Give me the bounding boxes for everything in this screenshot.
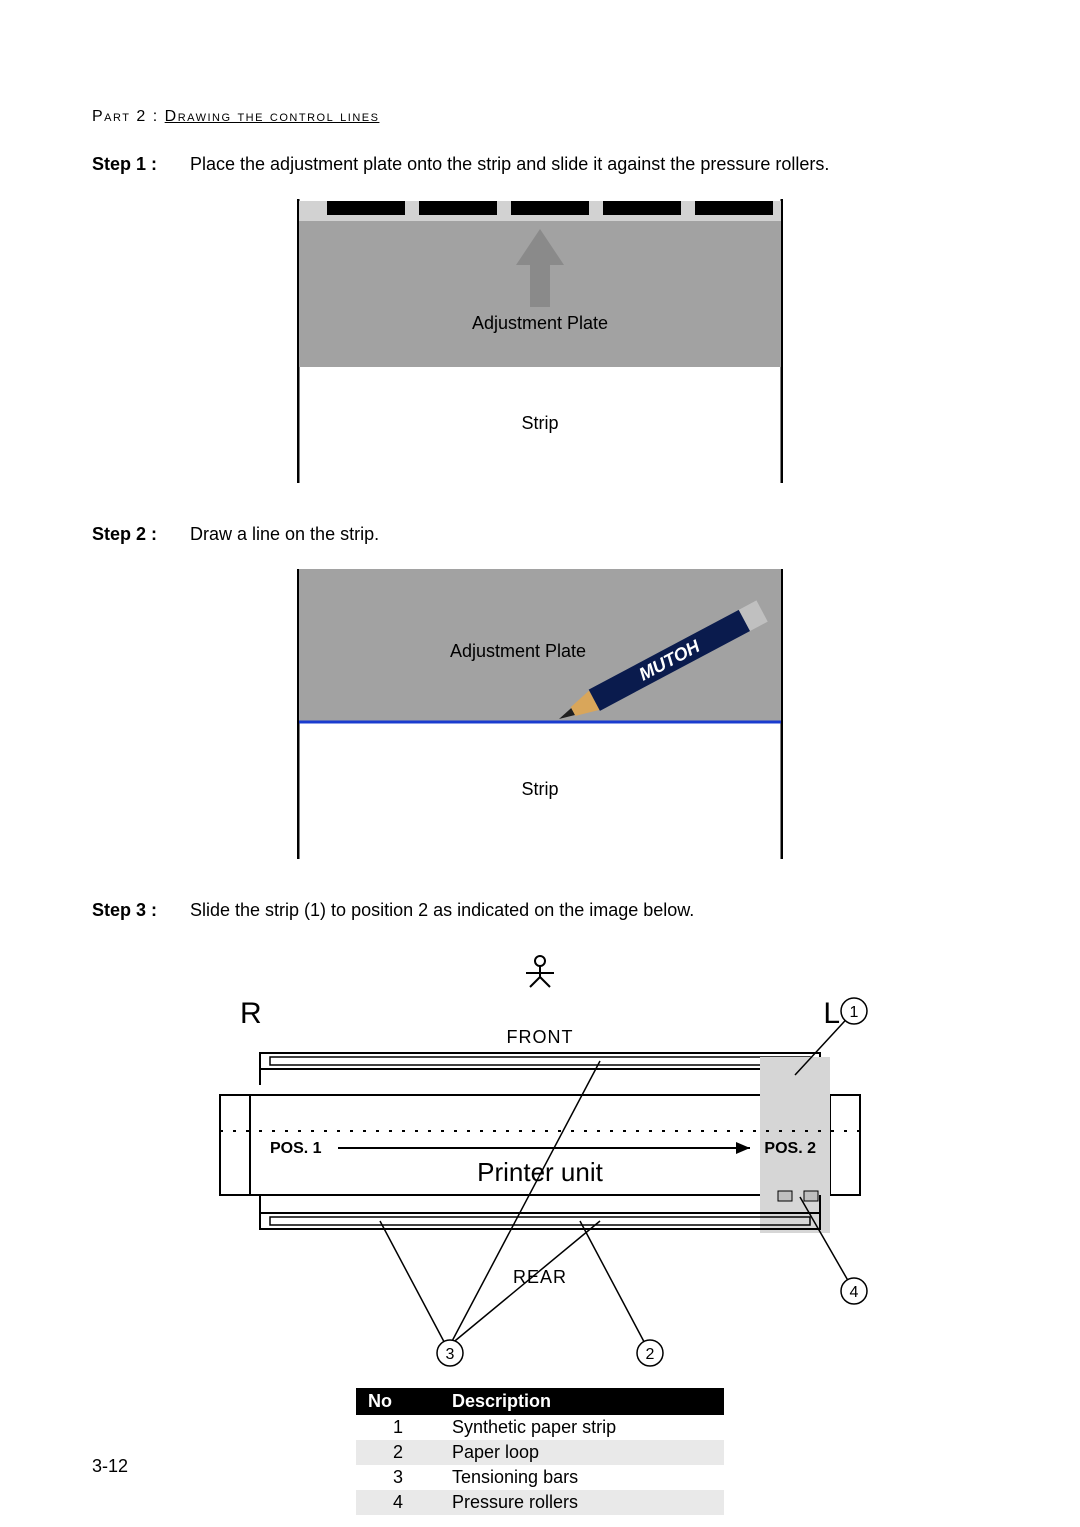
legend-row: 1 Synthetic paper strip <box>356 1415 724 1440</box>
legend-cell-desc: Synthetic paper strip <box>440 1415 724 1440</box>
legend-cell-no: 4 <box>356 1490 440 1515</box>
svg-text:Strip: Strip <box>521 413 558 433</box>
step-2-label: Step 2 : <box>92 524 190 545</box>
legend-cell-no: 2 <box>356 1440 440 1465</box>
figure-3-svg: RLFRONTPOS. 1POS. 2Printer unitREAR1234 <box>200 945 880 1375</box>
part-title: Part 2 : Drawing the control lines <box>92 108 988 126</box>
legend-row: 2 Paper loop <box>356 1440 724 1465</box>
svg-text:Adjustment Plate: Adjustment Plate <box>472 313 608 333</box>
svg-text:L: L <box>823 997 840 1030</box>
figure-1: Adjustment Plate Strip <box>92 199 988 488</box>
step-3-text: Slide the strip (1) to position 2 as ind… <box>190 900 988 921</box>
legend-header-no: No <box>356 1388 440 1415</box>
figure-1-svg: Adjustment Plate Strip <box>297 199 783 483</box>
svg-text:FRONT: FRONT <box>507 1027 574 1047</box>
step-1: Step 1 : Place the adjustment plate onto… <box>92 154 988 175</box>
step-3: Step 3 : Slide the strip (1) to position… <box>92 900 988 921</box>
svg-text:Adjustment Plate: Adjustment Plate <box>450 641 586 661</box>
legend-header-desc: Description <box>440 1388 724 1415</box>
svg-text:Printer unit: Printer unit <box>477 1157 603 1187</box>
step-3-label: Step 3 : <box>92 900 190 921</box>
step-1-text: Place the adjustment plate onto the stri… <box>190 154 988 175</box>
step-2: Step 2 : Draw a line on the strip. <box>92 524 988 545</box>
svg-text:3: 3 <box>446 1346 455 1363</box>
svg-text:R: R <box>240 997 262 1030</box>
figure-2-svg: Adjustment PlateStripMUTOH <box>297 569 783 859</box>
legend-cell-desc: Tensioning bars <box>440 1465 724 1490</box>
step-1-label: Step 1 : <box>92 154 190 175</box>
svg-text:4: 4 <box>850 1284 859 1301</box>
legend-row: 3 Tensioning bars <box>356 1465 724 1490</box>
svg-text:Strip: Strip <box>521 779 558 799</box>
legend-row: 4 Pressure rollers <box>356 1490 724 1515</box>
svg-text:POS. 1: POS. 1 <box>270 1140 322 1157</box>
part-title-prefix: Part 2 : <box>92 108 165 125</box>
legend-cell-no: 1 <box>356 1415 440 1440</box>
legend-table: No Description 1 Synthetic paper strip 2… <box>356 1388 724 1515</box>
step-2-text: Draw a line on the strip. <box>190 524 988 545</box>
page-number: 3-12 <box>92 1456 128 1477</box>
svg-text:1: 1 <box>850 1004 859 1021</box>
figure-2: Adjustment PlateStripMUTOH <box>92 569 988 864</box>
figure-3: RLFRONTPOS. 1POS. 2Printer unitREAR1234 … <box>92 945 988 1515</box>
page: Part 2 : Drawing the control lines Step … <box>0 0 1080 1527</box>
legend-cell-desc: Paper loop <box>440 1440 724 1465</box>
part-title-text: Drawing the control lines <box>165 108 380 125</box>
svg-text:POS. 2: POS. 2 <box>764 1140 816 1157</box>
legend-cell-desc: Pressure rollers <box>440 1490 724 1515</box>
legend-header-row: No Description <box>356 1388 724 1415</box>
legend-cell-no: 3 <box>356 1465 440 1490</box>
svg-text:2: 2 <box>646 1346 655 1363</box>
